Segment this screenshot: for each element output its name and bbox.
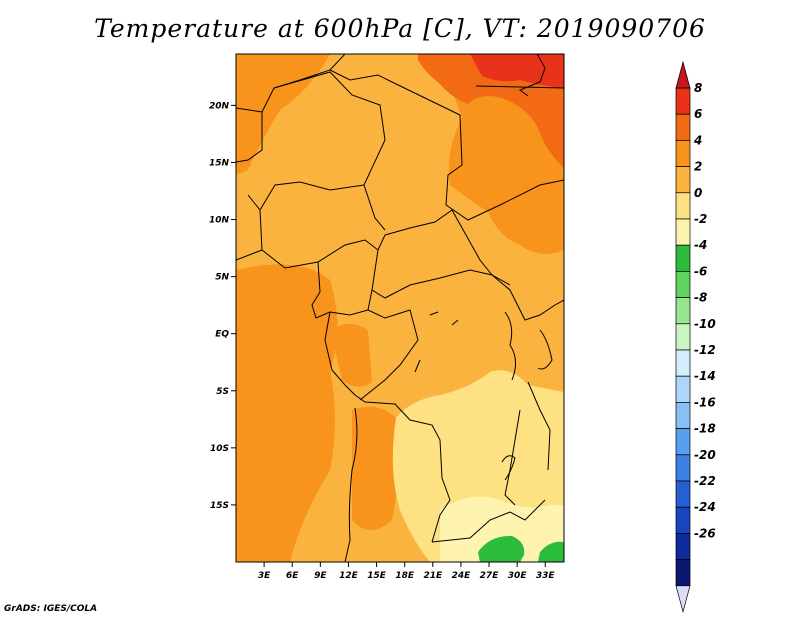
lat-tick-label: 15S	[210, 501, 229, 511]
colorbar-segment	[675, 113, 691, 141]
longitude-axis: 3E 6E 9E 12E 15E 18E 21E 24E 27E 30E 33E	[258, 562, 556, 581]
lat-tick-label: 5N	[215, 273, 229, 283]
lat-tick-label: EQ	[215, 330, 229, 340]
map-title: Temperature at 600hPa [C], VT: 201909070…	[94, 14, 706, 43]
colorbar: 8 6 4 2 0 -2 -4 -6 -8 -10 -12 -14 -16 -18 -20 -22 -24 -26	[675, 60, 716, 614]
colorbar-label: -8	[694, 291, 707, 305]
country-borders	[236, 54, 564, 562]
latitude-axis: 20N 15N 10N 5N EQ 5S 10S 15S	[209, 101, 236, 511]
lat-tick-label: 10S	[210, 444, 229, 454]
colorbar-label: -2	[694, 212, 707, 226]
colorbar-segment	[675, 244, 691, 272]
colorbar-label: -22	[694, 474, 716, 488]
colorbar-label: 2	[694, 160, 702, 174]
colorbar-segment	[675, 192, 691, 220]
lat-tick-label: 5S	[216, 387, 229, 397]
colorbar-segment	[675, 480, 691, 508]
lon-tick-label: 9E	[314, 571, 327, 581]
colorbar-label: 6	[694, 107, 702, 121]
colorbar-label: 8	[694, 81, 702, 95]
colorbar-under-arrow	[675, 585, 691, 614]
colorbar-segment	[675, 375, 691, 403]
colorbar-label: -10	[694, 317, 716, 331]
colorbar-segment	[675, 271, 691, 298]
colorbar-label: 0	[694, 186, 702, 200]
lon-tick-label: 6E	[286, 571, 299, 581]
colorbar-label: -4	[694, 238, 707, 252]
colorbar-label: -26	[694, 526, 716, 540]
colorbar-label: -16	[694, 395, 716, 409]
field-warm-southmid	[352, 406, 400, 530]
lon-tick-label: 24E	[452, 571, 472, 581]
colorbar-label: -24	[694, 500, 716, 514]
map-frame	[235, 53, 565, 563]
colorbar-label: -14	[694, 369, 716, 383]
field-cold-south	[478, 535, 525, 562]
lon-tick-label: 21E	[423, 571, 443, 581]
field-warm-southwest	[236, 264, 338, 562]
lat-tick-label: 10N	[209, 216, 230, 226]
colorbar-label: -6	[694, 264, 707, 278]
lon-tick-label: 18E	[395, 571, 415, 581]
colorbar-segment	[675, 297, 691, 325]
lon-tick-label: 12E	[339, 571, 359, 581]
lat-tick-label: 20N	[209, 101, 230, 111]
colorbar-segment	[675, 402, 691, 429]
colorbar-segment	[675, 559, 691, 587]
field-warm-west	[236, 54, 330, 175]
colorbar-segment	[675, 323, 691, 351]
colorbar-over-arrow	[675, 60, 691, 89]
lon-tick-label: 27E	[480, 571, 500, 581]
field-cool-southeast	[440, 496, 564, 562]
colorbar-segment	[675, 87, 691, 115]
field-hot-northeast	[418, 54, 564, 168]
colorbar-segment	[675, 454, 691, 482]
colorbar-segment	[675, 506, 691, 534]
lon-tick-label: 3E	[258, 571, 271, 581]
colorbar-label: -12	[694, 343, 716, 357]
lat-tick-label: 15N	[209, 158, 230, 168]
lon-tick-label: 15E	[367, 571, 387, 581]
colorbar-segment	[675, 140, 691, 167]
colorbar-segment	[675, 533, 691, 560]
colorbar-label: 4	[693, 133, 702, 147]
colorbar-segment	[675, 166, 691, 194]
field-cold-southeast	[538, 541, 564, 562]
grads-credit: GrADS: IGES/COLA	[4, 604, 98, 614]
colorbar-segment	[675, 428, 691, 456]
colorbar-label: -20	[694, 448, 716, 462]
colorbar-segment	[675, 218, 691, 246]
temperature-field	[236, 54, 564, 562]
colorbar-label: -18	[694, 422, 716, 436]
lon-tick-label: 33E	[536, 571, 556, 581]
field-warm-central	[330, 324, 372, 387]
lon-tick-label: 30E	[508, 571, 528, 581]
colorbar-segment	[675, 349, 691, 377]
